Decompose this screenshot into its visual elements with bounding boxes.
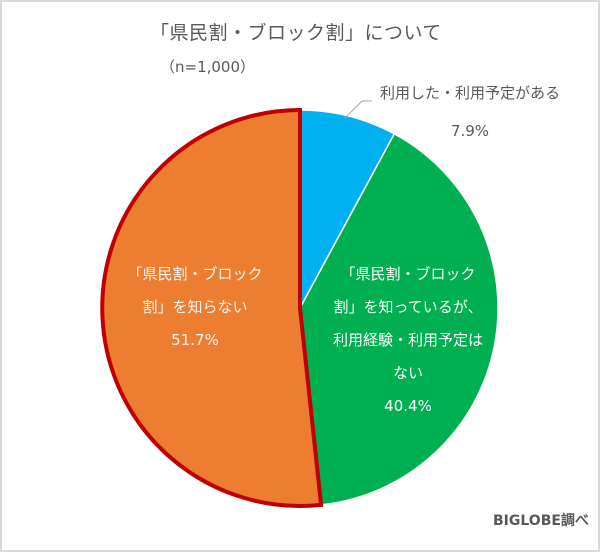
chart-subtitle: （n=1,000） xyxy=(160,58,256,76)
label-text: ない xyxy=(392,364,423,382)
label-text: 割」を知らない xyxy=(142,298,248,316)
source-credit: BIGLOBE調べ xyxy=(493,513,589,529)
label-unknown: 「県民割・ブロック 割」を知らない 51.7% xyxy=(110,258,280,357)
label-text: 利用した・利用予定がある xyxy=(380,84,561,102)
label-used-or-planned: 利用した・利用予定がある 7.9% xyxy=(380,74,560,150)
label-known-not-used: 「県民割・ブロック 割」を知っているが、 利用経験・利用予定は ない 40.4% xyxy=(318,258,498,423)
label-percent: 40.4% xyxy=(384,397,432,415)
leader-line xyxy=(344,100,372,119)
slice-known-not-used xyxy=(299,132,499,506)
chart-title: 「県民割・ブロック割」について xyxy=(150,22,442,44)
label-text: 「県民割・ブロック xyxy=(340,265,476,283)
label-text: 「県民割・ブロック xyxy=(127,265,263,283)
label-percent: 51.7% xyxy=(171,331,219,349)
label-text: 割」を知っているが、 xyxy=(333,298,483,316)
slice-unknown xyxy=(100,107,324,508)
label-percent: 7.9% xyxy=(450,122,490,140)
label-text: 利用経験・利用予定は xyxy=(332,331,483,349)
